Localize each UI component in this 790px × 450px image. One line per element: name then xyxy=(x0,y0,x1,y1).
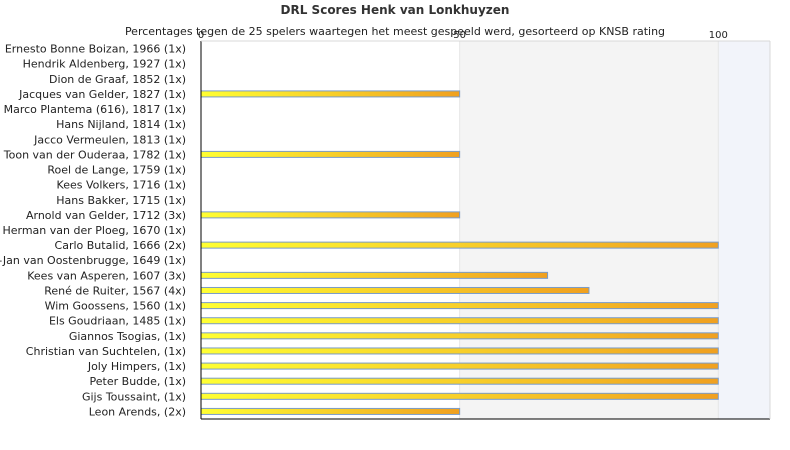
bar xyxy=(200,317,719,325)
bar xyxy=(200,347,719,355)
category-label: Kees van Asperen, 1607 (3x) xyxy=(27,269,186,282)
bar xyxy=(200,392,719,400)
category-label: Dion de Graaf, 1852 (1x) xyxy=(49,73,186,86)
category-label: Arnold van Gelder, 1712 (3x) xyxy=(26,209,186,222)
category-label: René de Ruiter, 1567 (4x) xyxy=(44,284,186,297)
category-label: Herman van der Ploeg, 1670 (1x) xyxy=(2,224,186,237)
category-label: Jacco Vermeulen, 1813 (1x) xyxy=(33,133,186,146)
category-label: Toon van der Ouderaa, 1782 (1x) xyxy=(3,148,186,161)
axes xyxy=(200,40,771,420)
category-label: Jacques van Gelder, 1827 (1x) xyxy=(18,88,186,101)
background-band xyxy=(718,41,770,419)
category-label: Joly Himpers, (1x) xyxy=(87,360,186,373)
x-tick-label: 50 xyxy=(453,30,466,41)
x-tick-label: 0 xyxy=(198,30,204,41)
category-label: Carlo Butalid, 1666 (2x) xyxy=(55,239,186,252)
tick-labels: 0 50 100 xyxy=(198,30,728,41)
bar xyxy=(200,302,719,310)
category-label: Gijs Toussaint, (1x) xyxy=(82,390,186,403)
bar xyxy=(200,150,461,158)
category-label: Leon Arends, (2x) xyxy=(89,405,186,418)
category-label: Giannos Tsogias, (1x) xyxy=(69,330,186,343)
bar xyxy=(200,332,719,340)
bar xyxy=(200,271,549,279)
category-label: Hans Bakker, 1715 (1x) xyxy=(56,194,186,207)
category-label: Kees Volkers, 1716 (1x) xyxy=(57,179,186,192)
category-labels: Ernesto Bonne Boizan, 1966 (1x) Hendrik A… xyxy=(0,43,186,419)
bar xyxy=(200,286,590,294)
category-label: Bart-Jan van Oostenbrugge, 1649 (1x) xyxy=(0,254,186,267)
x-tick-label: 100 xyxy=(709,30,728,41)
bar xyxy=(200,362,719,370)
category-label: Els Goudriaan, 1485 (1x) xyxy=(49,315,186,328)
category-label: Marco Plantema (616), 1817 (1x) xyxy=(4,103,186,116)
chart-subtitle: Percentages tegen de 25 spelers waartege… xyxy=(124,25,666,38)
category-label: Hans Nijland, 1814 (1x) xyxy=(56,118,186,131)
category-label: Ernesto Bonne Boizan, 1966 (1x) xyxy=(5,43,186,56)
category-label: Peter Budde, (1x) xyxy=(90,375,186,388)
bar xyxy=(200,211,461,219)
bar xyxy=(200,377,719,385)
background-band xyxy=(459,41,719,419)
category-label: Wim Goossens, 1560 (1x) xyxy=(45,300,186,313)
chart-title: DRL Scores Henk van Lonkhuyzen xyxy=(280,3,510,17)
bar xyxy=(200,241,719,249)
category-label: Roel de Lange, 1759 (1x) xyxy=(47,164,186,177)
background-band xyxy=(201,41,460,419)
background-bands xyxy=(201,41,770,419)
bar xyxy=(200,90,461,98)
category-label: Hendrik Aldenberg, 1927 (1x) xyxy=(23,58,186,71)
category-label: Christian van Suchtelen, (1x) xyxy=(26,345,186,358)
bar xyxy=(200,407,461,415)
